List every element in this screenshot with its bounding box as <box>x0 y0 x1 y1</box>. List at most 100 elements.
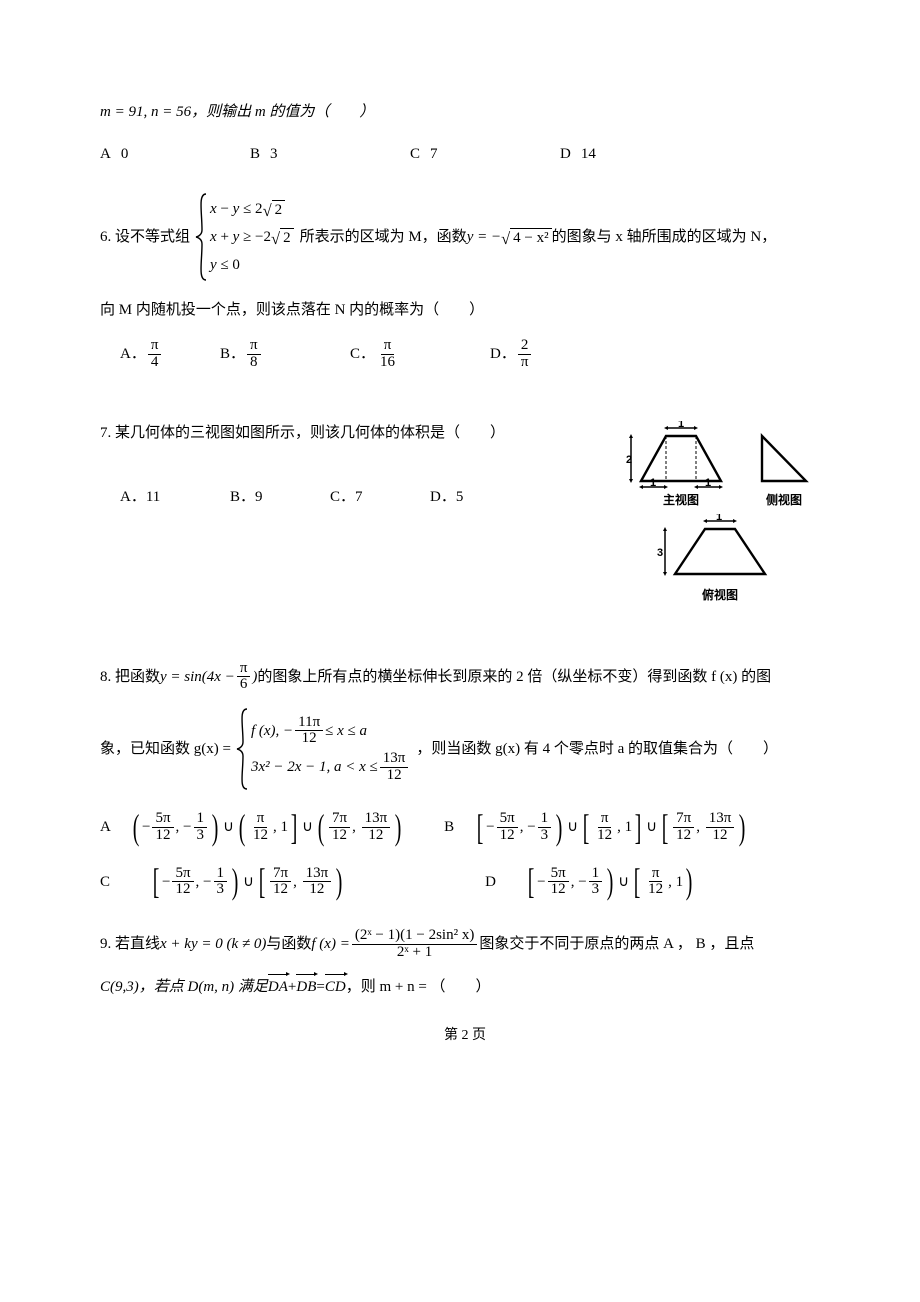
opt-label: A． <box>120 342 146 366</box>
q8-line1-pre: 8. 把函数 <box>100 665 160 689</box>
q8-line2-pre: 象，已知函数 g(x) = <box>100 737 231 761</box>
q7-figure: 2 1 1 1 主视图 <box>610 421 830 605</box>
vec-cd: CD <box>325 975 346 999</box>
q7-text: 7. 某几何体的三视图如图所示，则该几何体的体积是（ ） <box>100 421 505 445</box>
vec-db: DB <box>296 975 316 999</box>
q9-line1-post: 图象交于不同于原点的两点 A ， B ，且点 <box>479 932 754 956</box>
top-view-svg: 3 1 <box>655 514 785 586</box>
side-view: 侧视图 <box>754 421 814 510</box>
frac-den: 8 <box>247 355 261 371</box>
top-view: 3 1 俯视图 <box>655 514 785 605</box>
q8-opt-d: D[−5π12, −13)∪[π12, 1) <box>485 866 695 899</box>
page-footer: 第 2 页 <box>100 1025 830 1047</box>
q5-opt-d: D 14 <box>560 142 680 166</box>
q7-options: A．11 B．9 C．7 D．5 <box>100 485 600 509</box>
frac-num: 2 <box>518 338 532 355</box>
q8-opt-b: B[−5π12, −13)∪[π12, 1]∪[7π12, 13π12) <box>444 811 748 844</box>
q5-opt-b: B 3 <box>250 142 410 166</box>
vec-da: DA <box>268 975 288 999</box>
opt-label: D． <box>490 342 516 366</box>
opt-label: C． <box>330 485 355 509</box>
opt-label: A <box>100 142 111 166</box>
opt-value: 11 <box>146 485 160 509</box>
opt-label: B <box>250 142 260 166</box>
q5-tail: m = 91, n = 56，则输出 m 的值为（ ） A 0 B 3 C 7 … <box>100 100 830 166</box>
top-view-label: 俯视图 <box>702 586 738 605</box>
q7: 2 1 1 1 主视图 <box>100 421 830 611</box>
q9-line2-pre: C(9,3)，若点 D(m, n) 满足 <box>100 975 268 999</box>
front-view: 2 1 1 1 主视图 <box>626 421 736 510</box>
pw-r1-pre: f (x), − <box>251 719 293 743</box>
frac-den: 12 <box>299 731 320 747</box>
q8-opt-c: C[−5π12, −13)∪[7π12, 13π12) <box>100 866 345 899</box>
q6-lead-pre: 6. 设不等式组 <box>100 225 190 249</box>
q9-line2-post: ，则 m + n = （ ） <box>346 975 491 999</box>
opt-label: A． <box>120 485 146 509</box>
q5-opt-c: C 7 <box>410 142 560 166</box>
q8-line2-post: ，则当函数 g(x) 有 4 个零点时 a 的取值集合为（ ） <box>416 737 778 761</box>
opt-value: 9 <box>255 485 263 509</box>
frac-den: 4 <box>148 355 162 371</box>
q6-sqrt-inner: 4 − x² <box>510 228 551 247</box>
frac-num: (2ˣ − 1)(1 − 2sin² x) <box>352 928 478 945</box>
q8: 8. 把函数 y = sin(4x − π6 ) 的图象上所有点的横坐标伸长到原… <box>100 661 830 899</box>
pw-r1-post: ≤ x ≤ a <box>325 719 367 743</box>
q8-opt-a: A(−5π12, −13)∪(π12, 1]∪(7π12, 13π12) <box>100 811 404 844</box>
q6-lead-post: 的图象与 x 轴所围成的区域为 N， <box>552 225 777 249</box>
dim-top: 1 <box>716 514 722 523</box>
q6-system: x − y ≤ 2√2 x + y ≥ −2√2 y ≤ 0 <box>194 192 296 282</box>
opt-value: 0 <box>121 142 129 166</box>
brace-icon <box>194 192 208 282</box>
q6-opt-b: B． π8 <box>220 338 350 371</box>
opt-value: 14 <box>581 142 596 166</box>
brace-icon <box>235 707 249 791</box>
q6-opt-a: A． π4 <box>120 338 220 371</box>
q9-line1-eq: x + ky = 0 (k ≠ 0) <box>160 932 266 956</box>
opt-label: C <box>410 142 420 166</box>
q6-func-lhs: y = − <box>467 229 501 245</box>
side-view-label: 侧视图 <box>766 491 802 510</box>
q7-opt-c: C．7 <box>330 485 430 509</box>
opt-label: B． <box>230 485 255 509</box>
dim-top: 1 <box>678 421 684 430</box>
frac-num: 11π <box>295 715 323 732</box>
opt-value: 5 <box>456 485 464 509</box>
q9-line1-pre: 9. 若直线 <box>100 932 160 956</box>
frac-den: 16 <box>377 355 398 371</box>
page-content: m = 91, n = 56，则输出 m 的值为（ ） A 0 B 3 C 7 … <box>0 0 920 1087</box>
dim-h: 3 <box>657 547 663 559</box>
frac-num: π <box>237 661 251 678</box>
q8-piecewise: f (x), − 11π12 ≤ x ≤ a 3x² − 2x − 1, a <… <box>235 707 412 791</box>
opt-label: D <box>560 142 571 166</box>
opt-label: D． <box>430 485 456 509</box>
q6-lead-mid: 所表示的区域为 M，函数 <box>300 225 467 249</box>
frac-den: 6 <box>237 677 251 693</box>
opt-label: C． <box>350 342 375 366</box>
q8-options: A(−5π12, −13)∪(π12, 1]∪(7π12, 13π12) B[−… <box>100 811 830 898</box>
q7-opt-b: B．9 <box>230 485 330 509</box>
frac-num: π <box>148 338 162 355</box>
q9: 9. 若直线 x + ky = 0 (k ≠ 0) 与函数 f (x) = (2… <box>100 928 830 999</box>
q8-func-lhs: y = sin(4x − <box>160 665 235 689</box>
dim-bl: 1 <box>650 477 656 489</box>
q7-opt-a: A．11 <box>120 485 230 509</box>
frac-den: 12 <box>384 768 405 784</box>
q6: 6. 设不等式组 x − y ≤ 2√2 x + y ≥ −2√2 y ≤ 0 … <box>100 192 830 371</box>
opt-value: 7 <box>355 485 363 509</box>
q7-opt-d: D．5 <box>430 485 510 509</box>
pw-r2-pre: 3x² − 2x − 1, a < x ≤ <box>251 755 378 779</box>
q6-opt-d: D． 2π <box>490 338 590 371</box>
q6-line2: 向 M 内随机投一个点，则该点落在 N 内的概率为（ ） <box>100 298 484 322</box>
frac-num: π <box>247 338 261 355</box>
front-view-svg: 2 1 1 1 <box>626 421 736 491</box>
q5-opt-a: A 0 <box>100 142 250 166</box>
frac-den: 2ˣ + 1 <box>394 945 435 961</box>
q8-line1-post: 的图象上所有点的横坐标伸长到原来的 2 倍（纵坐标不变）得到函数 f (x) 的… <box>257 665 771 689</box>
opt-label: B． <box>220 342 245 366</box>
q6-opt-c: C． π16 <box>350 338 490 371</box>
dim-br: 1 <box>705 477 711 489</box>
q5-options: A 0 B 3 C 7 D 14 <box>100 142 830 166</box>
opt-value: 7 <box>430 142 438 166</box>
q9-line1-mid: 与函数 <box>266 932 311 956</box>
q6-options: A． π4 B． π8 C． π16 D． 2π <box>100 338 830 371</box>
